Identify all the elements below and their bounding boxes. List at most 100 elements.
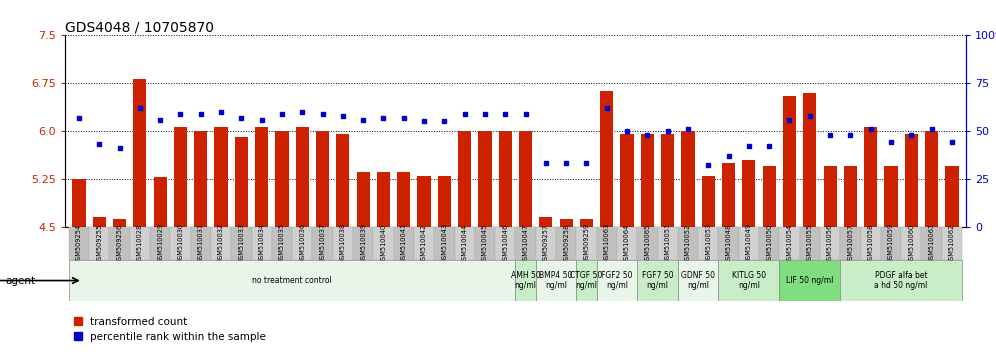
Text: GSM510037: GSM510037 — [320, 223, 326, 263]
Bar — [698, 227, 718, 260]
Bar — [657, 227, 678, 260]
Text: GSM510050: GSM510050 — [766, 223, 772, 263]
Bar — [597, 227, 617, 260]
Bar — [763, 166, 776, 227]
Bar — [718, 227, 739, 260]
Text: GSM509258: GSM509258 — [563, 223, 569, 263]
Bar — [133, 79, 146, 227]
Bar — [865, 126, 877, 227]
Text: GSM510039: GSM510039 — [361, 223, 367, 263]
Bar — [316, 131, 329, 227]
Bar — [333, 227, 353, 260]
Bar — [925, 131, 938, 227]
Bar — [800, 227, 820, 260]
Text: GSM510055: GSM510055 — [807, 223, 813, 263]
Text: GSM510053: GSM510053 — [705, 223, 711, 263]
Text: GSM510062: GSM510062 — [949, 223, 955, 263]
Bar — [170, 227, 190, 260]
Bar — [678, 260, 718, 301]
Bar — [495, 227, 515, 260]
Bar — [89, 227, 110, 260]
Bar — [235, 137, 248, 227]
Bar — [454, 227, 475, 260]
Text: AMH 50
ng/ml: AMH 50 ng/ml — [511, 271, 541, 290]
Bar — [722, 163, 735, 227]
Text: GSM510056: GSM510056 — [827, 223, 833, 263]
Bar — [211, 227, 231, 260]
Text: CTGF 50
ng/ml: CTGF 50 ng/ml — [571, 271, 603, 290]
Text: GSM510065: GSM510065 — [644, 223, 650, 263]
Text: GSM510041: GSM510041 — [400, 223, 406, 263]
Bar — [601, 91, 614, 227]
Text: no treatment control: no treatment control — [252, 276, 332, 285]
Text: GSM510033: GSM510033 — [238, 223, 244, 263]
Text: GSM510043: GSM510043 — [441, 223, 447, 263]
Bar — [393, 227, 414, 260]
Text: GSM510054: GSM510054 — [787, 223, 793, 263]
Text: GSM510035: GSM510035 — [279, 223, 285, 263]
Bar — [417, 176, 430, 227]
Bar — [880, 227, 901, 260]
Text: GSM510063: GSM510063 — [604, 223, 610, 263]
Bar — [841, 260, 962, 301]
Text: LIF 50 ng/ml: LIF 50 ng/ml — [786, 276, 834, 285]
Text: GSM510036: GSM510036 — [299, 223, 305, 263]
Bar — [678, 227, 698, 260]
Text: GSM510038: GSM510038 — [340, 223, 346, 263]
Bar — [861, 227, 880, 260]
Text: GSM510058: GSM510058 — [868, 223, 873, 263]
Text: GSM510032: GSM510032 — [218, 223, 224, 263]
Text: GSM510030: GSM510030 — [177, 223, 183, 263]
Bar — [434, 227, 454, 260]
Bar — [414, 227, 434, 260]
Bar — [824, 166, 837, 227]
Text: GSM510057: GSM510057 — [848, 223, 854, 263]
Bar — [577, 227, 597, 260]
Bar — [374, 227, 393, 260]
Text: PDGF alfa bet
a hd 50 ng/ml: PDGF alfa bet a hd 50 ng/ml — [874, 271, 928, 290]
Bar — [742, 160, 756, 227]
Bar — [255, 126, 268, 227]
Bar — [110, 227, 129, 260]
Bar — [519, 131, 532, 227]
Text: BMP4 50
ng/ml: BMP4 50 ng/ml — [540, 271, 573, 290]
Text: GSM509257: GSM509257 — [543, 223, 549, 263]
Bar — [841, 227, 861, 260]
Text: GSM510059: GSM510059 — [888, 223, 894, 263]
Text: GSM510034: GSM510034 — [259, 223, 265, 263]
Text: GSM510031: GSM510031 — [198, 223, 204, 263]
Bar — [702, 176, 715, 227]
Bar — [759, 227, 779, 260]
Bar — [313, 227, 333, 260]
Bar — [475, 227, 495, 260]
Bar — [438, 176, 451, 227]
Bar — [617, 227, 637, 260]
Bar — [577, 260, 597, 301]
Bar — [942, 227, 962, 260]
Bar — [93, 217, 106, 227]
Bar — [515, 227, 536, 260]
Bar — [515, 260, 536, 301]
Bar — [397, 172, 410, 227]
Text: GSM509256: GSM509256 — [117, 223, 123, 263]
Legend: transformed count, percentile rank within the sample: transformed count, percentile rank withi… — [70, 313, 270, 346]
Text: GSM510045: GSM510045 — [482, 223, 488, 263]
Bar — [539, 217, 553, 227]
Text: GSM510044: GSM510044 — [462, 223, 468, 263]
Bar — [113, 219, 126, 227]
Text: GDNF 50
ng/ml: GDNF 50 ng/ml — [681, 271, 715, 290]
Text: GSM510040: GSM510040 — [380, 223, 386, 263]
Bar — [376, 172, 390, 227]
Text: GSM510049: GSM510049 — [746, 223, 752, 263]
Bar — [357, 172, 370, 227]
Bar — [73, 179, 86, 227]
Text: GSM510046: GSM510046 — [502, 223, 508, 263]
Bar — [190, 227, 211, 260]
Bar — [536, 260, 577, 301]
Bar — [231, 227, 252, 260]
Bar — [681, 131, 694, 227]
Bar — [783, 96, 796, 227]
Bar — [499, 131, 512, 227]
Bar — [150, 227, 170, 260]
Bar — [275, 131, 289, 227]
